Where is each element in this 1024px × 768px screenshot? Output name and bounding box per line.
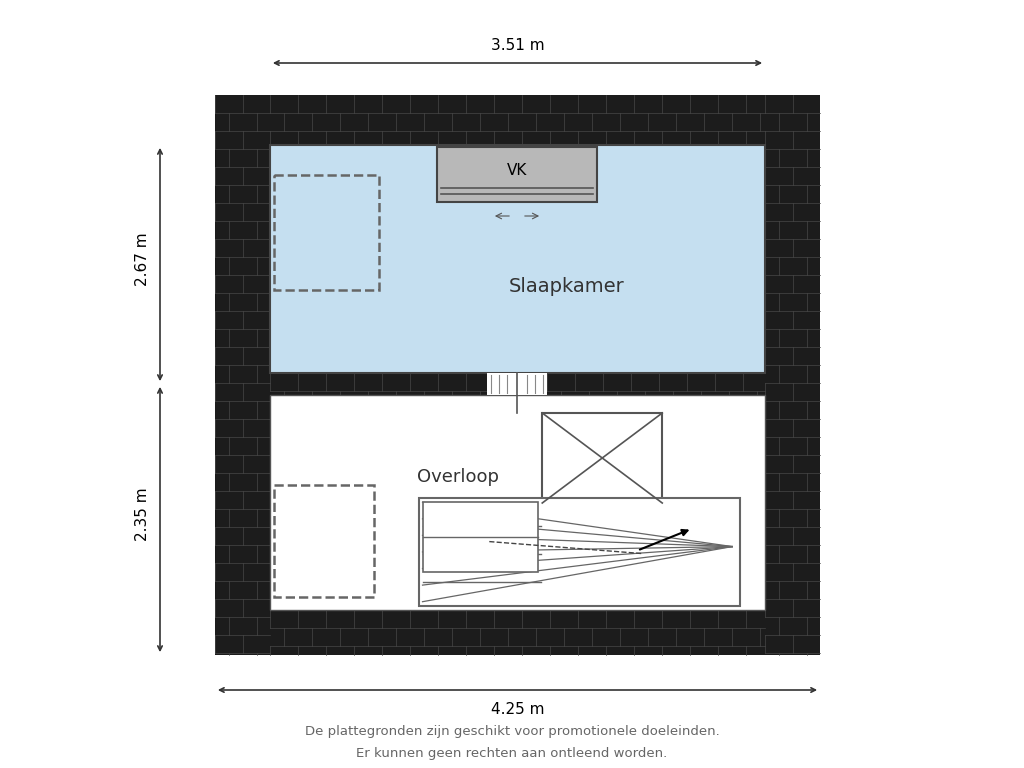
Text: Overloop: Overloop <box>417 468 499 485</box>
Bar <box>270 610 765 655</box>
Text: 3.51 m: 3.51 m <box>490 38 545 53</box>
Bar <box>765 95 820 655</box>
Text: 2.35 m: 2.35 m <box>135 487 150 541</box>
Bar <box>270 395 765 610</box>
Bar <box>487 373 547 395</box>
Bar <box>543 413 663 503</box>
Bar <box>215 95 820 655</box>
Bar <box>419 498 740 606</box>
Text: 4.25 m: 4.25 m <box>490 702 544 717</box>
Text: VK: VK <box>507 163 527 177</box>
Text: Er kunnen geen rechten aan ontleend worden.: Er kunnen geen rechten aan ontleend word… <box>356 747 668 760</box>
Text: Slaapkamer: Slaapkamer <box>509 276 625 296</box>
Bar <box>270 373 487 395</box>
Bar <box>274 175 379 290</box>
Text: De plattegronden zijn geschikt voor promotionele doeleinden.: De plattegronden zijn geschikt voor prom… <box>304 725 720 738</box>
Bar <box>547 373 765 395</box>
Bar <box>437 147 597 202</box>
Bar <box>270 145 765 373</box>
Bar <box>270 95 765 145</box>
Bar <box>274 485 374 597</box>
Bar <box>215 95 270 655</box>
Text: 2.67 m: 2.67 m <box>135 232 150 286</box>
Bar <box>423 502 539 572</box>
